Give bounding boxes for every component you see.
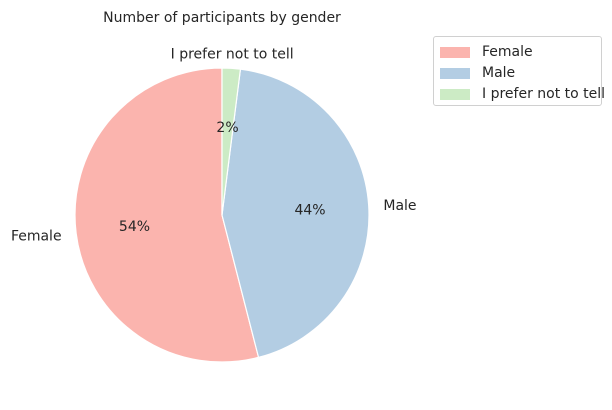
legend-swatch-male xyxy=(440,67,470,79)
pie-slice-female xyxy=(74,67,260,363)
pie-slice-male xyxy=(221,68,370,359)
legend-swatch-female xyxy=(440,46,470,58)
pie-percent-labels: 54% 44% 2% xyxy=(119,120,326,235)
pie-label-female: Female xyxy=(11,228,62,244)
legend-item-prefer-not-to-tell: I prefer not to tell xyxy=(440,84,605,104)
pie-percent-male: 44% xyxy=(294,202,325,218)
pie-label-male: Male xyxy=(383,198,416,214)
legend-swatch-prefer-not-to-tell xyxy=(440,88,470,100)
pie-slice-labels: Female Male I prefer not to tell xyxy=(11,47,417,245)
pie-percent-i-prefer-not-to-tell: 2% xyxy=(216,120,238,136)
legend-label-female: Female xyxy=(482,44,533,60)
chart-title: Number of participants by gender xyxy=(103,10,341,26)
legend-label-prefer-not-to-tell: I prefer not to tell xyxy=(482,86,606,102)
legend-item-female: Female xyxy=(440,42,533,62)
legend-item-male: Male xyxy=(440,63,515,83)
pie-slices xyxy=(74,67,370,363)
pie-slice-i-prefer-not-to-tell xyxy=(221,67,242,216)
legend: Female Male I prefer not to tell xyxy=(433,36,605,106)
legend-label-male: Male xyxy=(482,65,516,81)
pie-percent-female: 54% xyxy=(119,219,150,235)
pie-label-i-prefer-not-to-tell: I prefer not to tell xyxy=(171,47,294,63)
